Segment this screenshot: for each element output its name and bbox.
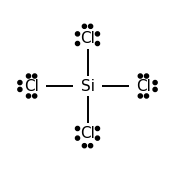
Circle shape [82, 24, 86, 28]
Circle shape [95, 126, 100, 131]
Circle shape [144, 94, 149, 98]
Text: Cl: Cl [80, 31, 95, 46]
Circle shape [33, 74, 37, 78]
Circle shape [75, 41, 80, 46]
Circle shape [153, 87, 157, 92]
Circle shape [75, 32, 80, 36]
Circle shape [138, 94, 142, 98]
Circle shape [75, 126, 80, 131]
Circle shape [95, 32, 100, 36]
Circle shape [26, 94, 31, 98]
Text: Cl: Cl [136, 78, 151, 94]
Text: Si: Si [80, 78, 94, 94]
Circle shape [89, 144, 93, 148]
Circle shape [95, 41, 100, 46]
Circle shape [144, 74, 149, 78]
Circle shape [95, 136, 100, 140]
Circle shape [26, 74, 31, 78]
Circle shape [82, 144, 86, 148]
Text: Cl: Cl [24, 78, 39, 94]
Circle shape [153, 80, 157, 85]
Circle shape [138, 74, 142, 78]
Circle shape [18, 80, 22, 85]
Text: Cl: Cl [80, 126, 95, 141]
Circle shape [18, 87, 22, 92]
Circle shape [75, 136, 80, 140]
Circle shape [33, 94, 37, 98]
Circle shape [89, 24, 93, 28]
